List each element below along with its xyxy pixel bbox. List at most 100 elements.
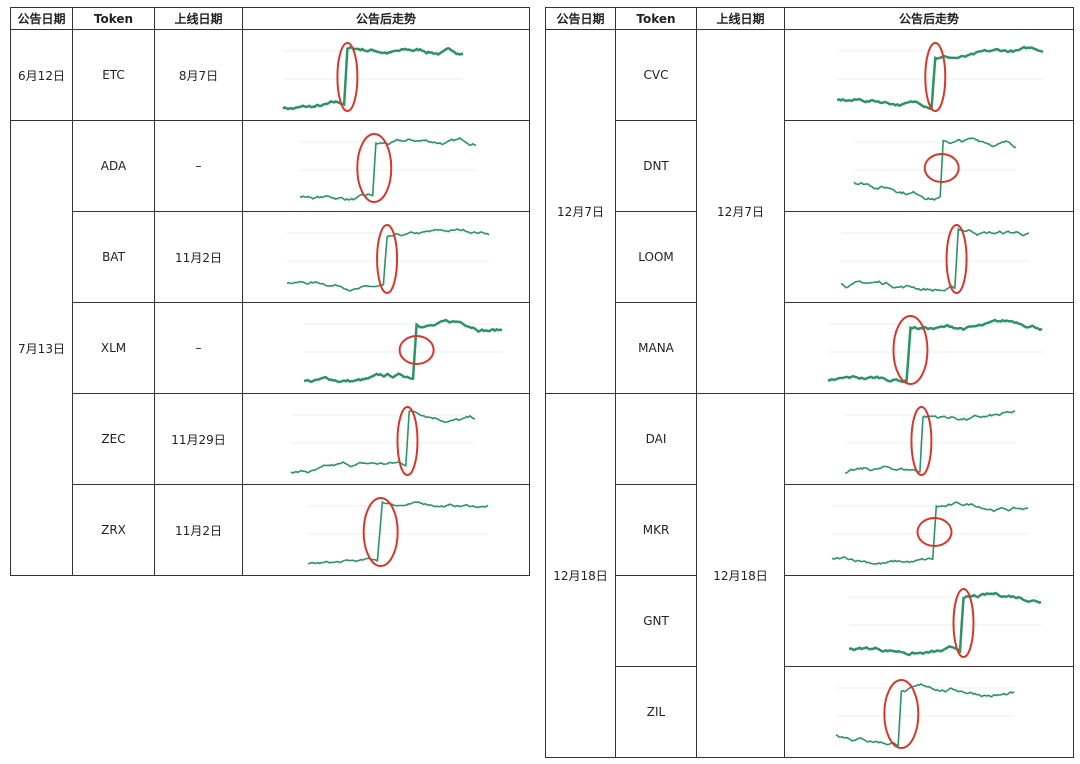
price-line (853, 136, 1017, 201)
trend (242, 120, 530, 212)
token: XLM (72, 302, 155, 394)
token: CVC (615, 29, 697, 121)
listing-date: 8月7日 (154, 29, 243, 121)
header-cell: 上线日期 (696, 7, 785, 30)
trend-chart (831, 500, 1029, 565)
trend-chart (827, 314, 1043, 385)
price-line (836, 45, 1044, 111)
header-cell: Token (615, 7, 697, 30)
header-cell: 公告后走势 (242, 7, 530, 30)
price-line (840, 227, 1030, 292)
row: ZRX 11月2日 (11, 484, 530, 576)
trend (784, 29, 1074, 121)
row: 7月13日 ADA – (10, 120, 530, 576)
price-line (307, 500, 489, 565)
highlight-circle (910, 405, 933, 476)
price-line (290, 409, 476, 474)
trend (784, 211, 1074, 303)
highlight-circle (356, 132, 393, 203)
row: ZEC 11月29日 (11, 393, 530, 485)
trend (242, 29, 530, 121)
trend-chart (853, 136, 1017, 201)
row: GNT (546, 575, 1074, 667)
trend (784, 393, 1074, 485)
highlight-circle (362, 496, 399, 567)
listing-date: – (154, 120, 243, 212)
trend-chart (836, 41, 1044, 112)
highlight-circle (923, 152, 960, 183)
token: BAT (72, 211, 155, 303)
listing-date: 11月2日 (154, 484, 243, 576)
row: 12月18日 DAI 12月18日 (545, 393, 1074, 758)
trend-chart (848, 587, 1042, 658)
listing-date: – (154, 302, 243, 394)
trend-chart (844, 405, 1016, 476)
highlight-circle (945, 223, 968, 294)
highlight-circle (398, 334, 435, 365)
left-table: 公告日期 Token 上线日期 公告后走势 6月12日 ETC 8月7日 7月13日 ADA – B… (10, 7, 530, 576)
listing-date: 11月29日 (154, 393, 243, 485)
token: ETC (72, 29, 155, 121)
token: MKR (615, 484, 697, 576)
highlight-circle (376, 223, 399, 294)
trend-chart (282, 41, 464, 112)
listing-date: 11月2日 (154, 211, 243, 303)
header-cell: 公告后走势 (784, 7, 1074, 30)
header-cell: 上线日期 (154, 7, 243, 30)
trend (242, 211, 530, 303)
row: BAT 11月2日 (11, 211, 530, 303)
row: MKR (546, 484, 1074, 576)
trend-chart (835, 678, 1015, 749)
token: LOOM (615, 211, 697, 303)
row: 12月7日 CVC 12月7日 (545, 29, 1074, 394)
price-line (831, 500, 1029, 565)
trend (784, 575, 1074, 667)
highlight-circle (952, 587, 975, 658)
price-line (835, 682, 1015, 747)
trend-chart (840, 223, 1030, 294)
price-line (827, 318, 1043, 384)
highlight-circle (336, 41, 359, 112)
trend (242, 302, 530, 394)
trend (784, 302, 1074, 394)
token: GNT (615, 575, 697, 667)
row: MANA (546, 302, 1074, 394)
header-cell: 公告日期 (545, 7, 616, 30)
row: XLM – (11, 302, 530, 394)
highlight-circle (892, 314, 929, 385)
token: ADA (72, 120, 155, 212)
row: ZIL (546, 666, 1074, 758)
trend-chart (299, 132, 477, 203)
trend (784, 484, 1074, 576)
price-line (299, 136, 477, 201)
trend-chart (303, 318, 503, 383)
price-line (844, 409, 1016, 474)
row: DNT (546, 120, 1074, 212)
highlight-circle (396, 405, 419, 476)
header-row: 公告日期 Token 上线日期 公告后走势 (545, 7, 1074, 30)
token: ZEC (72, 393, 155, 485)
price-line (848, 591, 1042, 656)
token: MANA (615, 302, 697, 394)
right-table: 公告日期 Token 上线日期 公告后走势 12月7日 CVC 12月7日 DNT LOOM MA… (545, 7, 1074, 758)
trend (784, 120, 1074, 212)
header-row: 公告日期 Token 上线日期 公告后走势 (10, 7, 530, 30)
header-cell: 公告日期 (10, 7, 73, 30)
price-line (282, 44, 464, 110)
trend-chart (307, 496, 489, 567)
price-line (303, 318, 503, 383)
announce-date: 7月13日 (10, 120, 73, 576)
trend (784, 666, 1074, 758)
announce-date: 12月7日 (545, 29, 616, 394)
announce-date: 6月12日 (10, 29, 73, 121)
listing-date: 12月7日 (696, 29, 785, 394)
price-line (286, 227, 490, 292)
token: ZIL (615, 666, 697, 758)
trend (242, 393, 530, 485)
header-cell: Token (72, 7, 155, 30)
highlight-circle (883, 678, 920, 749)
row: 6月12日 ETC 8月7日 (10, 29, 530, 121)
trend (242, 484, 530, 576)
token: ZRX (72, 484, 155, 576)
